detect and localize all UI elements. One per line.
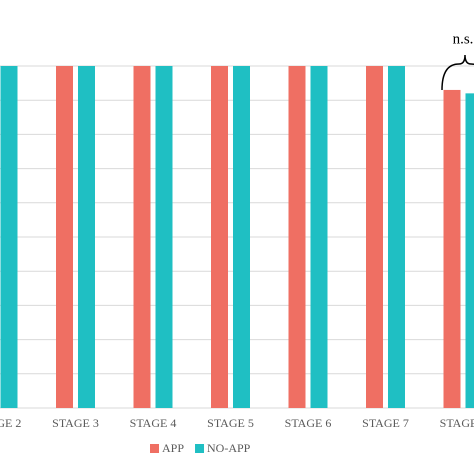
bar [133,66,151,408]
bar [78,66,95,408]
brace [441,54,474,91]
bar [388,66,405,408]
bar [465,93,474,409]
legend-label: APP [162,441,184,455]
x-tick-label: STAGE 4 [130,416,177,430]
bar [0,66,18,408]
legend-label: NO-APP [207,441,251,455]
bar [443,89,461,408]
x-tick-label: STAGE 7 [362,416,409,430]
x-tick-label: STAGE 3 [52,416,99,430]
x-tick-label: STAGE 5 [207,416,254,430]
bar [288,66,306,408]
bar [233,66,250,408]
legend-swatch [195,444,205,453]
x-tick-label: STAGE 8 [440,416,474,430]
bar [211,66,228,408]
bar [310,66,328,408]
x-tick-label: STAGE 6 [285,416,332,430]
bar [56,66,73,408]
annotation: n.s. [453,31,474,47]
bar [366,66,383,408]
x-tick-label: STAGE 2 [0,416,21,430]
bar [155,66,173,408]
legend-swatch [150,444,159,453]
